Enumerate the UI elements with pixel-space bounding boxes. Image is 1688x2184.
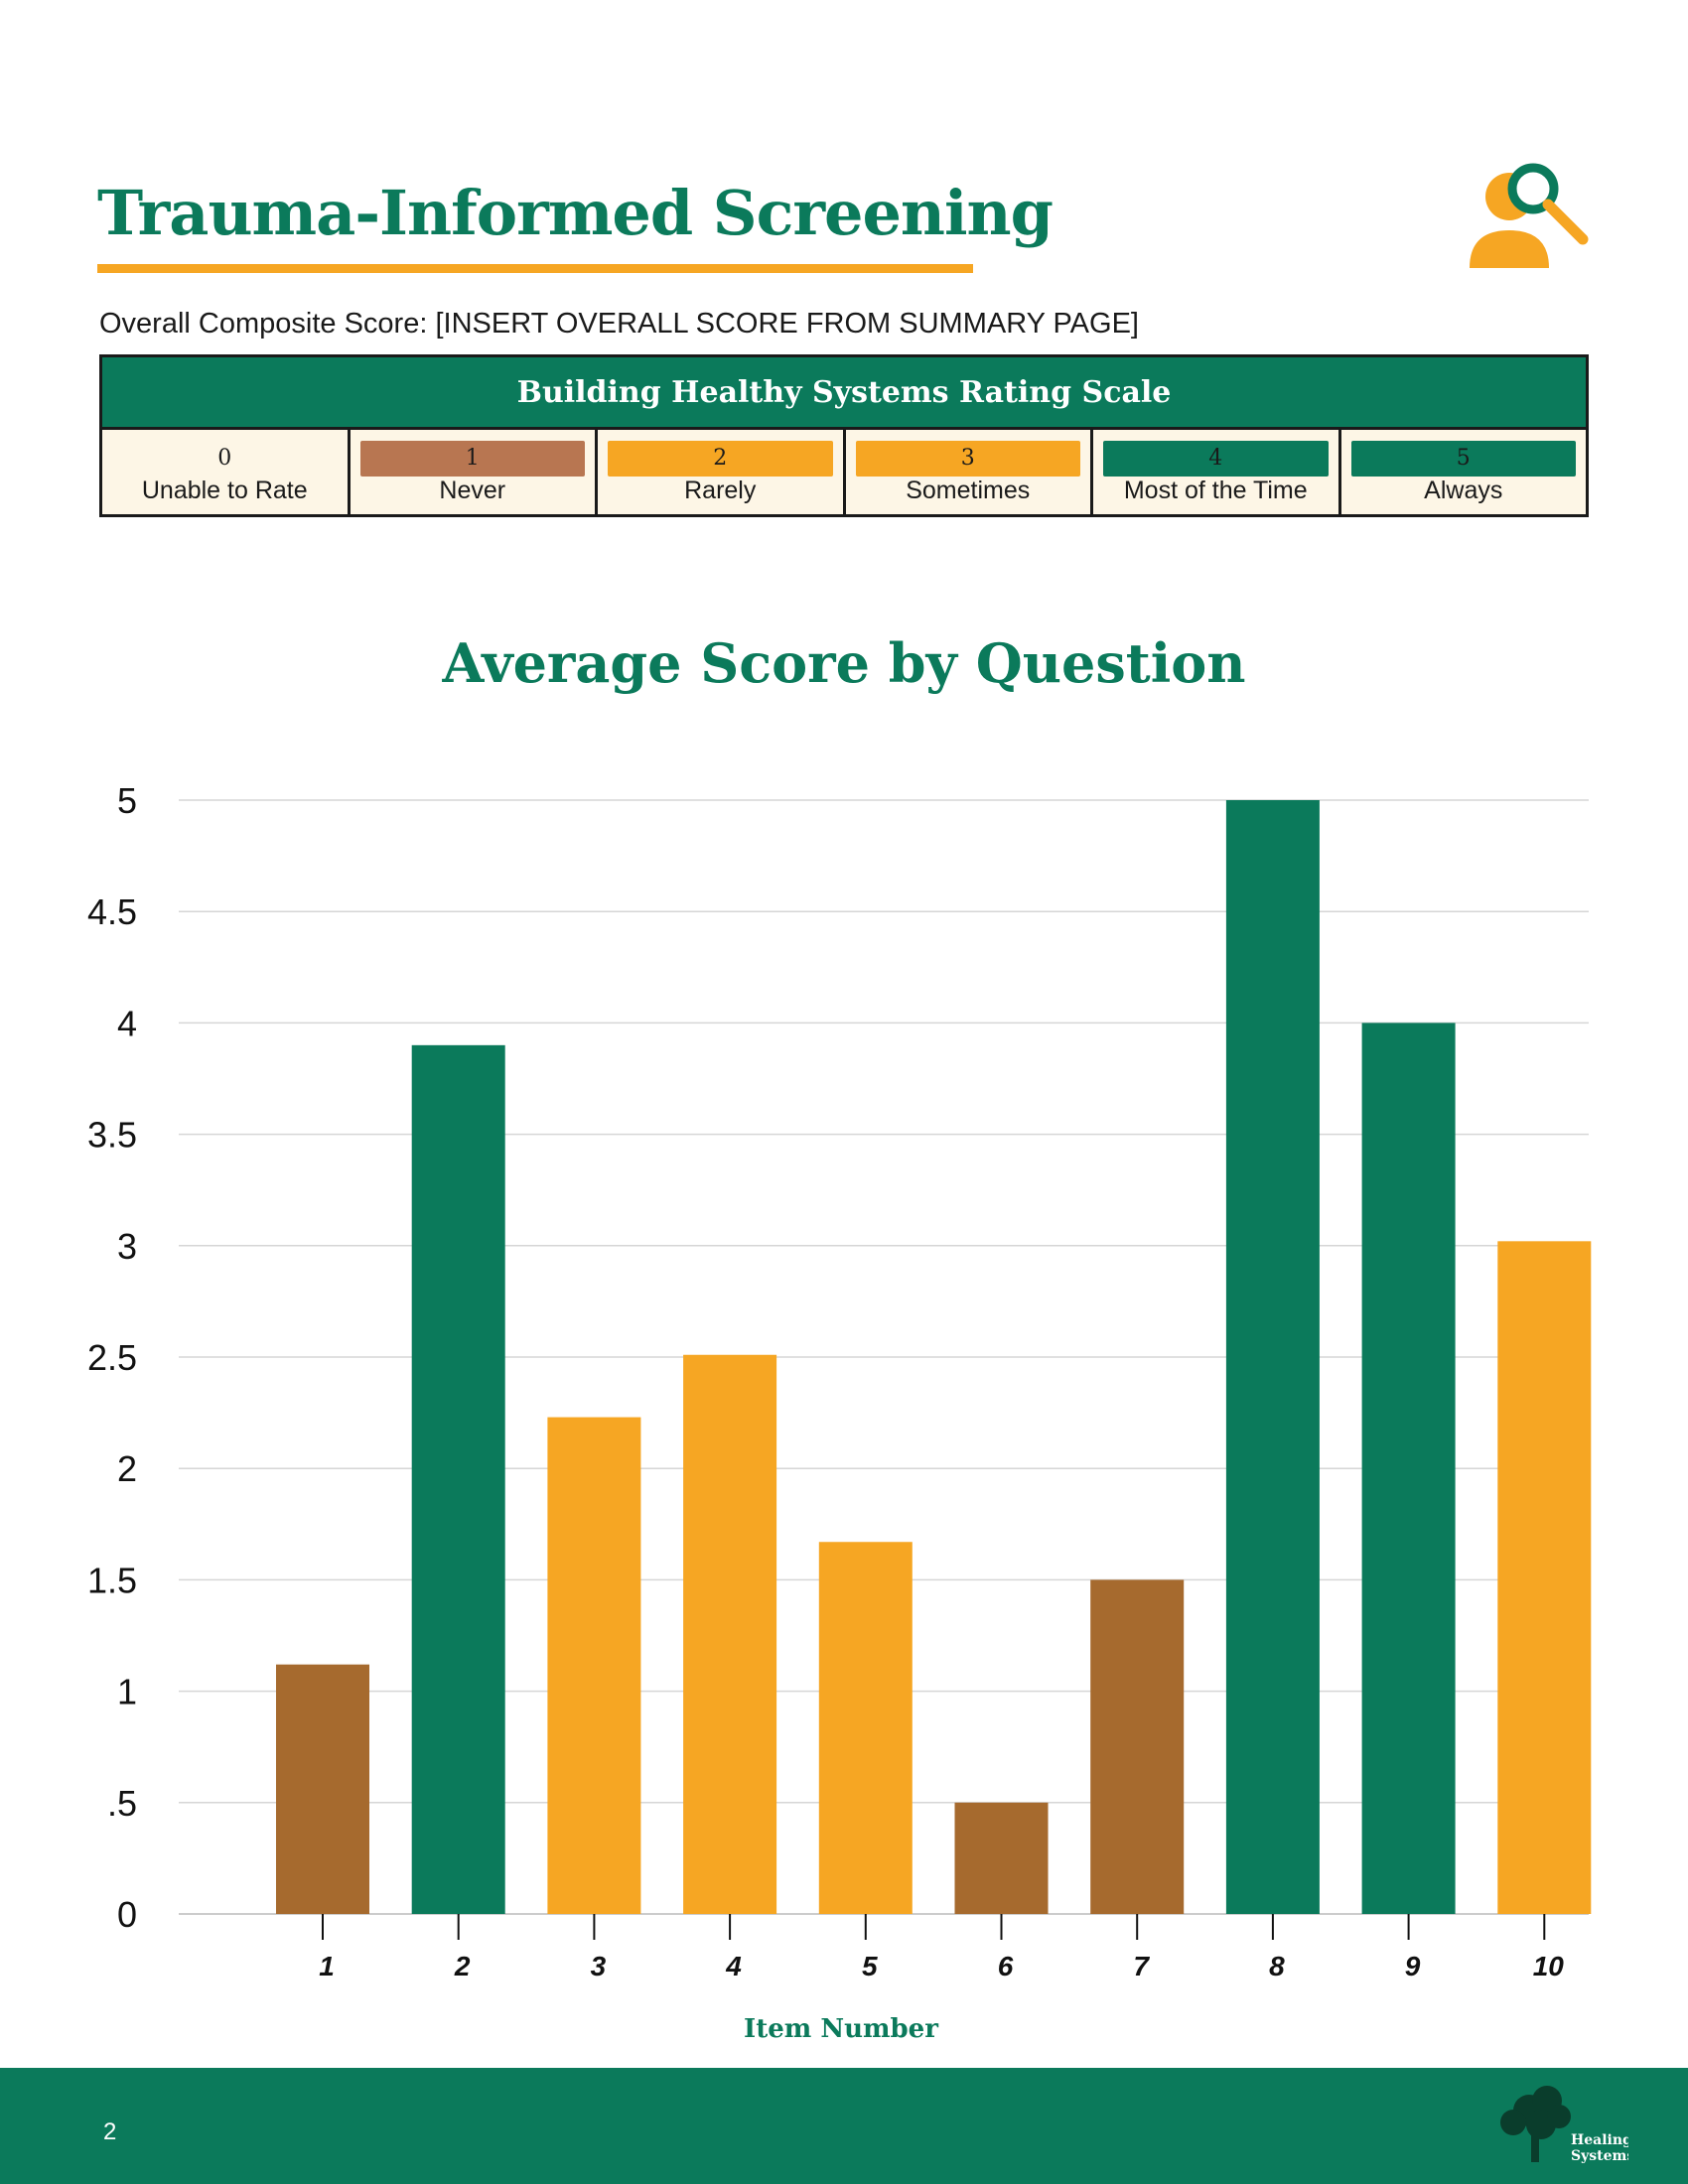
x-tick-label: 10 (1533, 1951, 1565, 1981)
bar (954, 1802, 1049, 1914)
x-tick-label: 5 (862, 1951, 878, 1981)
x-tick-label: 7 (1133, 1951, 1150, 1981)
bar (276, 1664, 369, 1914)
page-title: Trauma-Informed Screening (97, 177, 1054, 249)
rating-color-chip (1103, 441, 1329, 477)
axis-labels: 0 .5 1 1.5 2 2.5 3 3.5 4 4.5 5 1 2 3 4 5 6 7 8 9 10 Item Numb… (87, 780, 1564, 2044)
rating-scale-cell: 5 Always (1340, 430, 1586, 514)
rating-scale-cell: 1 Never (350, 430, 598, 514)
y-tick-label: 2 (117, 1448, 137, 1489)
rating-label: Always (1424, 477, 1503, 504)
rating-number: 1 (465, 446, 480, 471)
bars (276, 800, 1592, 1914)
bar-chart: 0 .5 1 1.5 2 2.5 3 3.5 4 4.5 5 1 2 3 4 5 6 7 8 9 10 Item Numb… (87, 780, 1592, 2044)
rating-number: 3 (960, 446, 975, 471)
rating-number: 5 (1456, 446, 1471, 471)
y-tick-label: 4.5 (87, 891, 137, 932)
x-axis-title: Item Number (744, 2014, 938, 2044)
bar (683, 1354, 777, 1914)
rating-scale-table: Building Healthy Systems Rating Scale 0 U… (99, 354, 1589, 517)
bar (547, 1417, 641, 1914)
x-axis (322, 1914, 1546, 1940)
rating-scale-cells: 0 Unable to Rate 1 Never 2 Rarely 3 Sometimes 4 M… (102, 430, 1586, 514)
bar (1361, 1023, 1456, 1914)
composite-score-text: Overall Composite Score: [INSERT OVERALL… (99, 308, 1139, 340)
logo-text-line1: Healing (1571, 2132, 1628, 2148)
bar (818, 1542, 913, 1914)
y-tick-label: 4 (117, 1003, 137, 1043)
y-tick-label: .5 (107, 1783, 137, 1824)
rating-number: 0 (217, 446, 232, 471)
x-tick-label: 1 (319, 1951, 335, 1981)
rating-label: Sometimes (906, 477, 1031, 504)
title-underline (97, 264, 973, 273)
rating-label: Unable to Rate (141, 477, 308, 504)
page-number: 2 (103, 2118, 117, 2145)
footer-bar (0, 2068, 1688, 2184)
bar (411, 1044, 505, 1914)
bar (1497, 1241, 1592, 1914)
rating-scale-cell: 2 Rarely (598, 430, 846, 514)
rating-color-chip (1350, 441, 1576, 477)
bar (1090, 1579, 1185, 1914)
chart-title: Average Score by Question (442, 631, 1246, 695)
y-tick-label: 0 (117, 1894, 137, 1935)
user-search-icon (1470, 163, 1589, 268)
logo-text-line2: Systems (1571, 2148, 1628, 2164)
bar (1225, 800, 1320, 1914)
x-tick-label: 2 (454, 1951, 471, 1981)
x-tick-label: 9 (1405, 1951, 1421, 1981)
rating-label: Most of the Time (1123, 477, 1308, 504)
rating-label: Never (439, 477, 506, 504)
healing-systems-logo: Healing Systems (1500, 2086, 1628, 2164)
y-tick-label: 1.5 (87, 1560, 137, 1600)
y-tick-label: 2.5 (87, 1337, 137, 1378)
x-tick-label: 4 (725, 1951, 742, 1981)
y-tick-label: 3 (117, 1226, 137, 1267)
rating-scale-cell: 3 Sometimes (845, 430, 1093, 514)
rating-scale-title: Building Healthy Systems Rating Scale (102, 357, 1586, 430)
y-tick-label: 1 (117, 1672, 137, 1712)
y-tick-label: 3.5 (87, 1115, 137, 1156)
rating-color-chip (608, 441, 833, 477)
x-tick-label: 8 (1269, 1951, 1285, 1981)
rating-number: 4 (1208, 446, 1223, 471)
x-tick-label: 6 (998, 1951, 1014, 1981)
rating-scale-cell: 0 Unable to Rate (102, 430, 351, 514)
rating-scale-cell: 4 Most of the Time (1093, 430, 1341, 514)
x-tick-label: 3 (591, 1951, 607, 1981)
rating-number: 2 (713, 446, 728, 471)
rating-color-chip (855, 441, 1080, 477)
rating-label: Rarely (684, 477, 757, 504)
rating-color-chip (359, 441, 585, 477)
y-tick-label: 5 (117, 780, 137, 821)
